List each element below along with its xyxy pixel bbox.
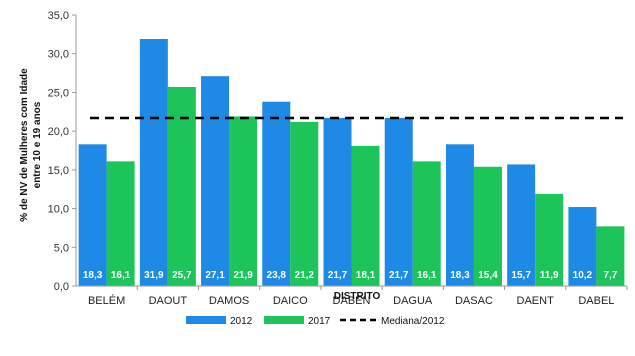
bar-2017-damos bbox=[229, 116, 258, 286]
bar-2012-dagua bbox=[384, 117, 413, 286]
bar-2012-dabel bbox=[568, 207, 597, 286]
x-tick-label: DAENT bbox=[517, 295, 555, 307]
data-label: 18,1 bbox=[356, 270, 376, 281]
bar-2017-dagua bbox=[412, 161, 441, 286]
x-axis-title: DISTRITO bbox=[334, 291, 381, 302]
data-label: 16,1 bbox=[111, 270, 131, 281]
data-label: 27,1 bbox=[205, 270, 225, 281]
legend: 2012 2017 Mediana/2012 bbox=[186, 316, 445, 327]
bar-2012-belém bbox=[78, 144, 107, 286]
bar-2017-dasac bbox=[473, 166, 502, 286]
data-label: 18,3 bbox=[450, 270, 470, 281]
x-tick-label: DASAC bbox=[455, 295, 493, 307]
x-tick-label: DABEN bbox=[333, 295, 371, 307]
legend-label-2017: 2017 bbox=[308, 316, 331, 327]
bars: 18,3 16,1 31,9 25,7 27,1 21,9 23,8 21,2 21,7 18,1… bbox=[78, 39, 625, 287]
y-tick-label: 20,0 bbox=[48, 126, 69, 138]
y-tick-label: 15,0 bbox=[48, 165, 69, 177]
y-axis-title-line1: % de NV de Mulheres com Idade bbox=[19, 68, 30, 222]
bar-2017-daent bbox=[535, 193, 564, 286]
legend-label-median: Mediana/2012 bbox=[381, 316, 445, 327]
x-tick-label: BELÉM bbox=[88, 294, 125, 307]
y-tick-label: 10,0 bbox=[48, 204, 69, 216]
data-label: 23,8 bbox=[267, 270, 287, 281]
y-axis-title-line2: entre 10 e 19 anos bbox=[32, 101, 43, 188]
legend-swatch-2012 bbox=[186, 316, 226, 324]
data-label: 31,9 bbox=[144, 270, 164, 281]
data-label: 18,3 bbox=[83, 270, 103, 281]
bar-2017-daout bbox=[167, 87, 196, 286]
data-label: 7,7 bbox=[603, 270, 617, 281]
x-tick-label: DAOUT bbox=[149, 295, 188, 307]
bar-2017-daico bbox=[290, 121, 319, 286]
y-tick-label: 30,0 bbox=[48, 49, 69, 61]
x-axis: BELÉM DAOUT DAMOS DAICO DABEN DAGUA DASAC DAENT… bbox=[76, 285, 628, 307]
data-label: 21,2 bbox=[295, 270, 315, 281]
data-label: 21,9 bbox=[233, 270, 253, 281]
data-label: 21,7 bbox=[389, 270, 409, 281]
bar-2012-daben bbox=[323, 117, 352, 286]
bar-2012-dasac bbox=[445, 144, 474, 286]
bar-2012-daout bbox=[139, 39, 168, 287]
data-label: 25,7 bbox=[172, 270, 192, 281]
y-tick-label: 35,0 bbox=[48, 10, 69, 22]
bar-2012-daent bbox=[507, 164, 536, 286]
bar-2012-daico bbox=[262, 101, 291, 286]
legend-swatch-2017 bbox=[264, 316, 304, 324]
bar-2012-damos bbox=[201, 76, 230, 286]
data-label: 16,1 bbox=[417, 270, 437, 281]
x-tick-label: DAICO bbox=[273, 295, 308, 307]
data-label: 15,4 bbox=[478, 270, 498, 281]
data-label: 15,7 bbox=[511, 270, 531, 281]
y-tick-label: 5,0 bbox=[54, 242, 69, 254]
bar-2017-dabel bbox=[596, 226, 625, 286]
y-tick-label: 25,0 bbox=[48, 87, 69, 99]
bar-2017-belém bbox=[106, 161, 135, 286]
legend-label-2012: 2012 bbox=[230, 316, 253, 327]
y-tick-label: 0,0 bbox=[54, 281, 69, 293]
data-label: 21,7 bbox=[328, 270, 348, 281]
y-axis: 0,0 5,0 10,0 15,0 20,0 25,0 30,0 35,0 bbox=[48, 10, 77, 293]
x-tick-label: DAGUA bbox=[393, 295, 433, 307]
data-label: 11,9 bbox=[540, 270, 559, 281]
data-label: 10,2 bbox=[573, 270, 593, 281]
x-tick-label: DABEL bbox=[578, 295, 614, 307]
x-tick-label: DAMOS bbox=[209, 295, 249, 307]
bar-2017-daben bbox=[351, 145, 380, 286]
